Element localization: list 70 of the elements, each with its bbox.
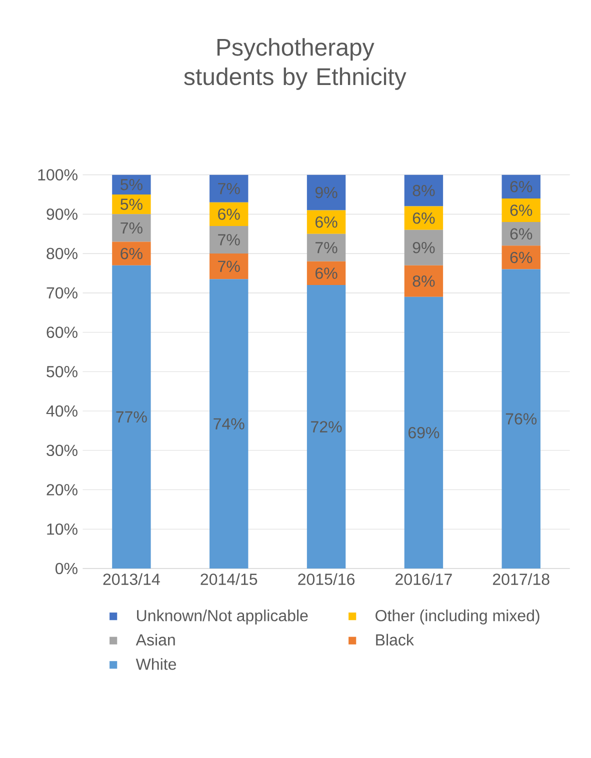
data-label: 72% bbox=[311, 421, 342, 432]
bar bbox=[306, 210, 346, 234]
bar bbox=[404, 174, 443, 206]
data-label: 7% bbox=[120, 222, 142, 234]
y-tick-label: 60% bbox=[46, 326, 78, 338]
data-label: 6% bbox=[120, 248, 142, 260]
legend-label: Black bbox=[376, 634, 414, 646]
x-tick-label: 2015/16 bbox=[298, 573, 354, 585]
x-tick-label: 2014/15 bbox=[200, 573, 258, 585]
legend-label: Other (including mixed) bbox=[375, 610, 540, 624]
bar bbox=[404, 296, 443, 568]
data-label: 6% bbox=[315, 268, 338, 279]
legend-label: Unknown/Not applicable bbox=[136, 610, 308, 624]
bar bbox=[404, 265, 443, 297]
data-label: 6% bbox=[315, 216, 338, 228]
data-label: 6% bbox=[510, 204, 532, 216]
y-tick-label: 90% bbox=[46, 208, 78, 220]
bar bbox=[502, 269, 540, 568]
bar bbox=[306, 261, 346, 286]
bar bbox=[502, 246, 540, 270]
data-label: 74% bbox=[214, 418, 244, 430]
y-tick-label: 0% bbox=[55, 562, 78, 574]
legend-label: Asian bbox=[136, 634, 175, 646]
bar bbox=[112, 265, 151, 568]
bar bbox=[306, 234, 346, 262]
bar bbox=[404, 206, 443, 230]
bar bbox=[112, 242, 151, 266]
data-label: 6% bbox=[218, 208, 240, 220]
bar bbox=[209, 254, 248, 280]
data-label: 7% bbox=[218, 182, 240, 194]
data-label: 5% bbox=[120, 198, 142, 210]
data-label: 7% bbox=[218, 234, 240, 246]
data-label: 9% bbox=[315, 186, 338, 198]
data-label: 8% bbox=[412, 275, 435, 287]
y-tick-label: 100% bbox=[38, 169, 78, 180]
data-label: 7% bbox=[315, 242, 338, 254]
data-label: 5% bbox=[120, 179, 142, 190]
legend-label: White bbox=[136, 658, 176, 670]
y-tick-label: 50% bbox=[46, 366, 78, 378]
data-label: 7% bbox=[218, 260, 240, 272]
data-label: 77% bbox=[116, 411, 147, 423]
data-label: 6% bbox=[412, 212, 435, 224]
y-tick-label: 70% bbox=[46, 287, 78, 299]
bar bbox=[112, 214, 151, 242]
bar bbox=[502, 174, 540, 198]
data-label: 8% bbox=[412, 184, 435, 196]
x-tick-label: 2017/18 bbox=[492, 573, 550, 585]
data-label: 69% bbox=[408, 427, 440, 438]
bar bbox=[306, 285, 346, 568]
data-label: 6% bbox=[510, 180, 532, 192]
x-tick-label: 2016/17 bbox=[395, 573, 452, 585]
data-label: 9% bbox=[412, 242, 435, 254]
bar bbox=[404, 230, 443, 266]
chart-title: Psychotherapy students by Ethnicity bbox=[184, 38, 406, 90]
bar bbox=[502, 222, 540, 246]
data-label: 6% bbox=[510, 252, 532, 264]
bar bbox=[209, 202, 248, 226]
bar bbox=[209, 279, 248, 568]
bar bbox=[306, 174, 346, 210]
x-tick-label: 2013/14 bbox=[103, 573, 160, 585]
y-tick-label: 10% bbox=[47, 523, 78, 535]
y-tick-label: 80% bbox=[46, 248, 78, 260]
bar bbox=[209, 174, 248, 202]
data-label: 6% bbox=[510, 228, 532, 240]
y-tick-label: 40% bbox=[46, 405, 78, 417]
y-tick-label: 20% bbox=[46, 484, 78, 496]
y-tick-label: 30% bbox=[46, 444, 78, 456]
data-label: 76% bbox=[506, 413, 536, 425]
bar bbox=[502, 198, 540, 222]
bar bbox=[209, 226, 248, 254]
